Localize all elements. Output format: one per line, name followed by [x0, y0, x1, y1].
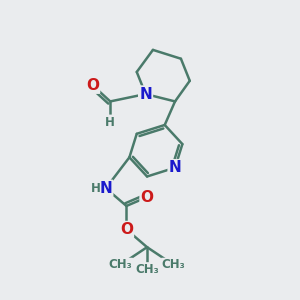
Text: N: N [139, 87, 152, 102]
Text: CH₃: CH₃ [135, 263, 159, 276]
Text: O: O [141, 190, 154, 205]
Text: N: N [100, 181, 112, 196]
Text: N: N [169, 160, 182, 175]
Text: H: H [91, 182, 100, 195]
Text: CH₃: CH₃ [109, 258, 132, 271]
Text: O: O [120, 222, 133, 237]
Text: O: O [86, 78, 99, 93]
Text: CH₃: CH₃ [162, 258, 185, 271]
Text: H: H [105, 116, 115, 128]
